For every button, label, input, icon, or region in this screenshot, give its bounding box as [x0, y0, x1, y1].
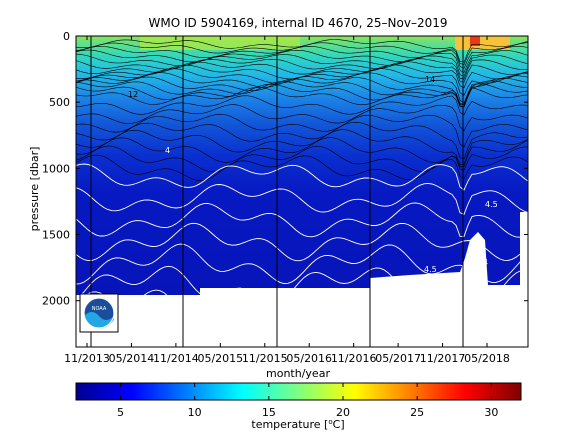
contour-label-12: 12 — [128, 90, 138, 99]
isotherm-20 — [76, 145, 528, 173]
isotherm-24 — [76, 202, 529, 238]
isotherm-10 — [76, 76, 529, 108]
no-data-region — [76, 212, 528, 347]
isotherm-26 — [76, 243, 529, 285]
colorbar: 5 10 15 20 25 30 temperature [oC] — [75, 382, 522, 431]
x-tick-label-1: 05/2014 — [109, 352, 155, 365]
contour-label-4: 4 — [165, 146, 170, 155]
colorbar-ramp — [75, 382, 522, 401]
colorbar-tick-label-15: 15 — [262, 406, 276, 419]
isotherm-18 — [76, 129, 529, 166]
warm-surface-patch — [140, 36, 300, 50]
isotherm-15 — [76, 104, 529, 132]
noaa-logo-text: NOAA — [92, 306, 107, 312]
vertical-markers — [90, 36, 464, 347]
colorbar-label: temperature [oC] — [251, 418, 344, 431]
isotherm-12 — [76, 83, 529, 105]
isotherm-1 — [76, 42, 529, 66]
x-tick-label-8: 11/2017 — [420, 352, 466, 365]
isotherm-17 — [76, 121, 529, 160]
x-tick-label-0: 11/2013 — [64, 352, 110, 365]
y-tick-label-0: 0 — [63, 30, 70, 43]
colorbar-tick-label-10: 10 — [188, 406, 202, 419]
isotherm-2 — [76, 45, 529, 69]
noaa-logo: NOAA — [79, 293, 119, 333]
contour-label-4-5: 4.5 — [485, 200, 498, 209]
isotherm-19 — [76, 137, 529, 168]
x-axis-label: month/year — [266, 367, 330, 380]
isotherm-4 — [76, 53, 529, 77]
x-tick-label-3: 05/2015 — [197, 352, 243, 365]
x-tick-label-9: 05/2018 — [464, 352, 510, 365]
y-tick-label-1000: 1000 — [42, 162, 70, 175]
plot-area: 12 14 4 4.5 4.5 4 — [76, 36, 529, 347]
x-tick-label-7: 05/2017 — [375, 352, 421, 365]
isotherm-11 — [76, 80, 529, 108]
isotherm-22 — [76, 163, 529, 191]
isotherm-6 — [76, 61, 529, 83]
isotherm-13 — [76, 87, 529, 106]
y-tick-label-1500: 1500 — [42, 229, 70, 242]
isotherm-27 — [76, 265, 529, 306]
colorbar-ticks: 5 10 15 20 25 30 — [117, 383, 498, 419]
y-axis-label: pressure [dbar] — [28, 147, 41, 232]
x-tick-label-2: 11/2014 — [153, 352, 199, 365]
colorbar-tick-label-20: 20 — [336, 406, 350, 419]
isotherm-5 — [76, 58, 529, 80]
colorbar-tick-label-5: 5 — [117, 406, 124, 419]
isotherm-23 — [76, 182, 529, 215]
colorbar-tick-label-30: 30 — [484, 406, 498, 419]
x-tick-label-6: 11/2016 — [331, 352, 377, 365]
isotherm-21 — [76, 154, 529, 181]
chart-title: WMO ID 5904169, internal ID 4670, 25–Nov… — [149, 16, 448, 30]
isotherm-14 — [76, 95, 529, 116]
isotherm-28 — [76, 287, 529, 328]
y-tick-label-500: 500 — [49, 96, 70, 109]
y-tick-label-2000: 2000 — [42, 295, 70, 308]
x-tick-label-5: 05/2016 — [286, 352, 332, 365]
isotherm-3 — [76, 49, 529, 74]
x-axis: 11/201305/201411/201405/201511/201505/20… — [64, 36, 510, 365]
isotherm-25 — [76, 222, 529, 262]
colorbar-tick-label-25: 25 — [410, 406, 424, 419]
isotherm-lines — [76, 39, 529, 328]
contour-label-4b: 4 — [483, 258, 488, 267]
temperature-field — [76, 36, 528, 298]
isotherm-9 — [76, 72, 529, 104]
warm-surface-patch-3 — [470, 36, 480, 46]
y-axis: 0 500 1000 1500 2000 — [42, 30, 528, 308]
x-tick-label-4: 11/2015 — [242, 352, 288, 365]
plot-frame — [75, 35, 529, 348]
contour-label-4-5b: 4.5 — [424, 265, 437, 274]
isotherm-16 — [76, 113, 529, 148]
contour-label-14: 14 — [425, 75, 435, 84]
contour-labels: 12 14 4 4.5 4.5 4 — [128, 75, 498, 274]
